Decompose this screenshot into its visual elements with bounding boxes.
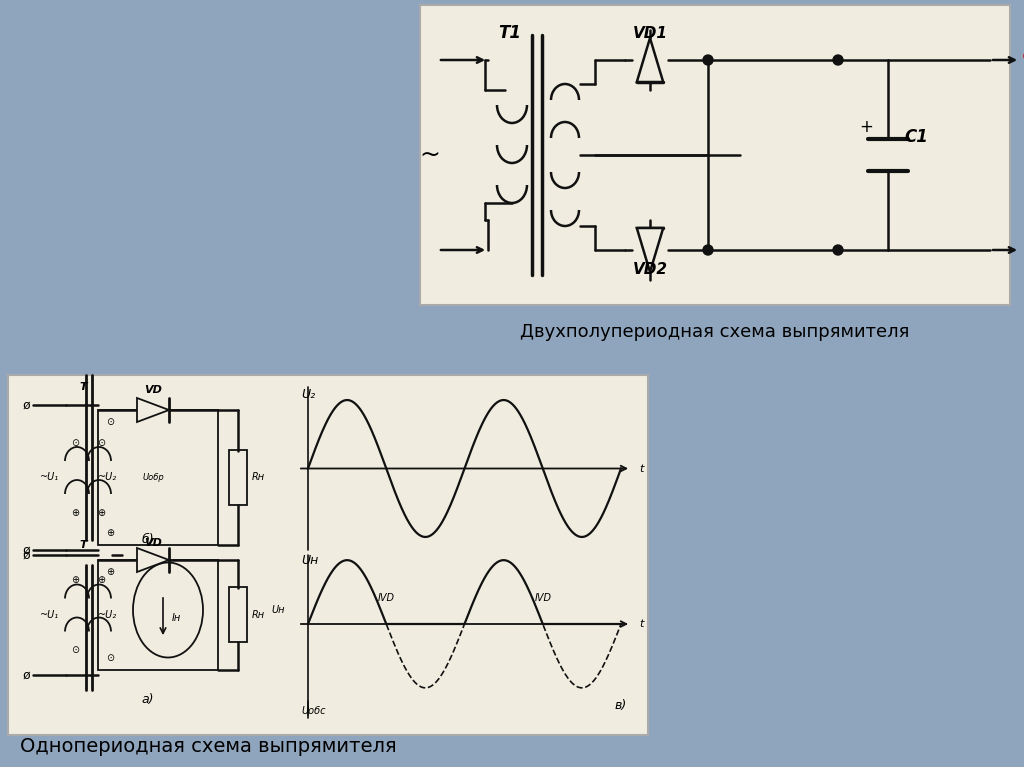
Circle shape <box>703 55 713 65</box>
Text: Rн: Rн <box>252 610 264 620</box>
Text: Uн: Uн <box>301 554 318 567</box>
Text: Uобс: Uобс <box>301 706 326 716</box>
Text: Iн: Iн <box>171 613 180 623</box>
Text: VD: VD <box>144 385 162 395</box>
Text: ø: ø <box>23 399 30 412</box>
Text: "+": "+" <box>1022 53 1024 67</box>
Text: T: T <box>79 382 87 392</box>
Polygon shape <box>637 38 664 82</box>
Text: ~U₂: ~U₂ <box>98 610 118 620</box>
Text: IVD: IVD <box>535 594 552 604</box>
Text: ø: ø <box>23 669 30 682</box>
Text: ⊕: ⊕ <box>71 575 79 585</box>
Text: ⊕: ⊕ <box>71 508 79 518</box>
Text: t: t <box>639 619 643 629</box>
Text: t: t <box>639 463 643 473</box>
Text: T: T <box>79 540 87 550</box>
Text: ⊕: ⊕ <box>97 575 105 585</box>
Text: Двухполупериодная схема выпрямителя: Двухполупериодная схема выпрямителя <box>520 323 909 341</box>
Text: ⊙: ⊙ <box>105 653 114 663</box>
Text: ~: ~ <box>420 143 440 167</box>
Text: ⊙: ⊙ <box>71 645 79 655</box>
Text: ø: ø <box>23 544 30 557</box>
Text: ~U₂: ~U₂ <box>98 472 118 482</box>
Text: ⊙: ⊙ <box>105 417 114 427</box>
Bar <box>229 449 247 505</box>
Text: Uобр: Uобр <box>142 473 164 482</box>
Text: б): б) <box>141 534 155 547</box>
Text: ~U₁: ~U₁ <box>40 610 59 620</box>
Text: в): в) <box>614 699 627 712</box>
Text: C1: C1 <box>904 128 928 146</box>
Text: ⊙: ⊙ <box>97 437 105 447</box>
Text: а): а) <box>141 693 155 706</box>
Bar <box>98 560 218 670</box>
Circle shape <box>833 55 843 65</box>
Text: VD1: VD1 <box>633 25 668 41</box>
Text: ⊕: ⊕ <box>105 567 114 577</box>
Bar <box>229 587 247 642</box>
Text: Rн: Rн <box>252 472 264 482</box>
Text: Однопериодная схема выпрямителя: Однопериодная схема выпрямителя <box>20 738 396 756</box>
Bar <box>98 410 218 545</box>
Polygon shape <box>137 398 169 422</box>
FancyBboxPatch shape <box>8 375 648 735</box>
Polygon shape <box>137 548 169 572</box>
Text: ⊕: ⊕ <box>105 528 114 538</box>
Circle shape <box>703 245 713 255</box>
Text: ⊙: ⊙ <box>71 437 79 447</box>
Text: VD2: VD2 <box>633 262 668 278</box>
Circle shape <box>833 245 843 255</box>
Text: +: + <box>859 118 872 136</box>
Polygon shape <box>637 228 664 272</box>
Text: ~U₁: ~U₁ <box>40 472 59 482</box>
FancyBboxPatch shape <box>420 5 1010 305</box>
Text: VD: VD <box>144 538 162 548</box>
Text: U₂: U₂ <box>301 389 315 401</box>
Text: Uн: Uн <box>271 605 285 615</box>
Text: T1: T1 <box>499 24 521 42</box>
Text: ø: ø <box>23 548 30 561</box>
Text: ⊕: ⊕ <box>97 508 105 518</box>
Text: IVD: IVD <box>378 594 395 604</box>
